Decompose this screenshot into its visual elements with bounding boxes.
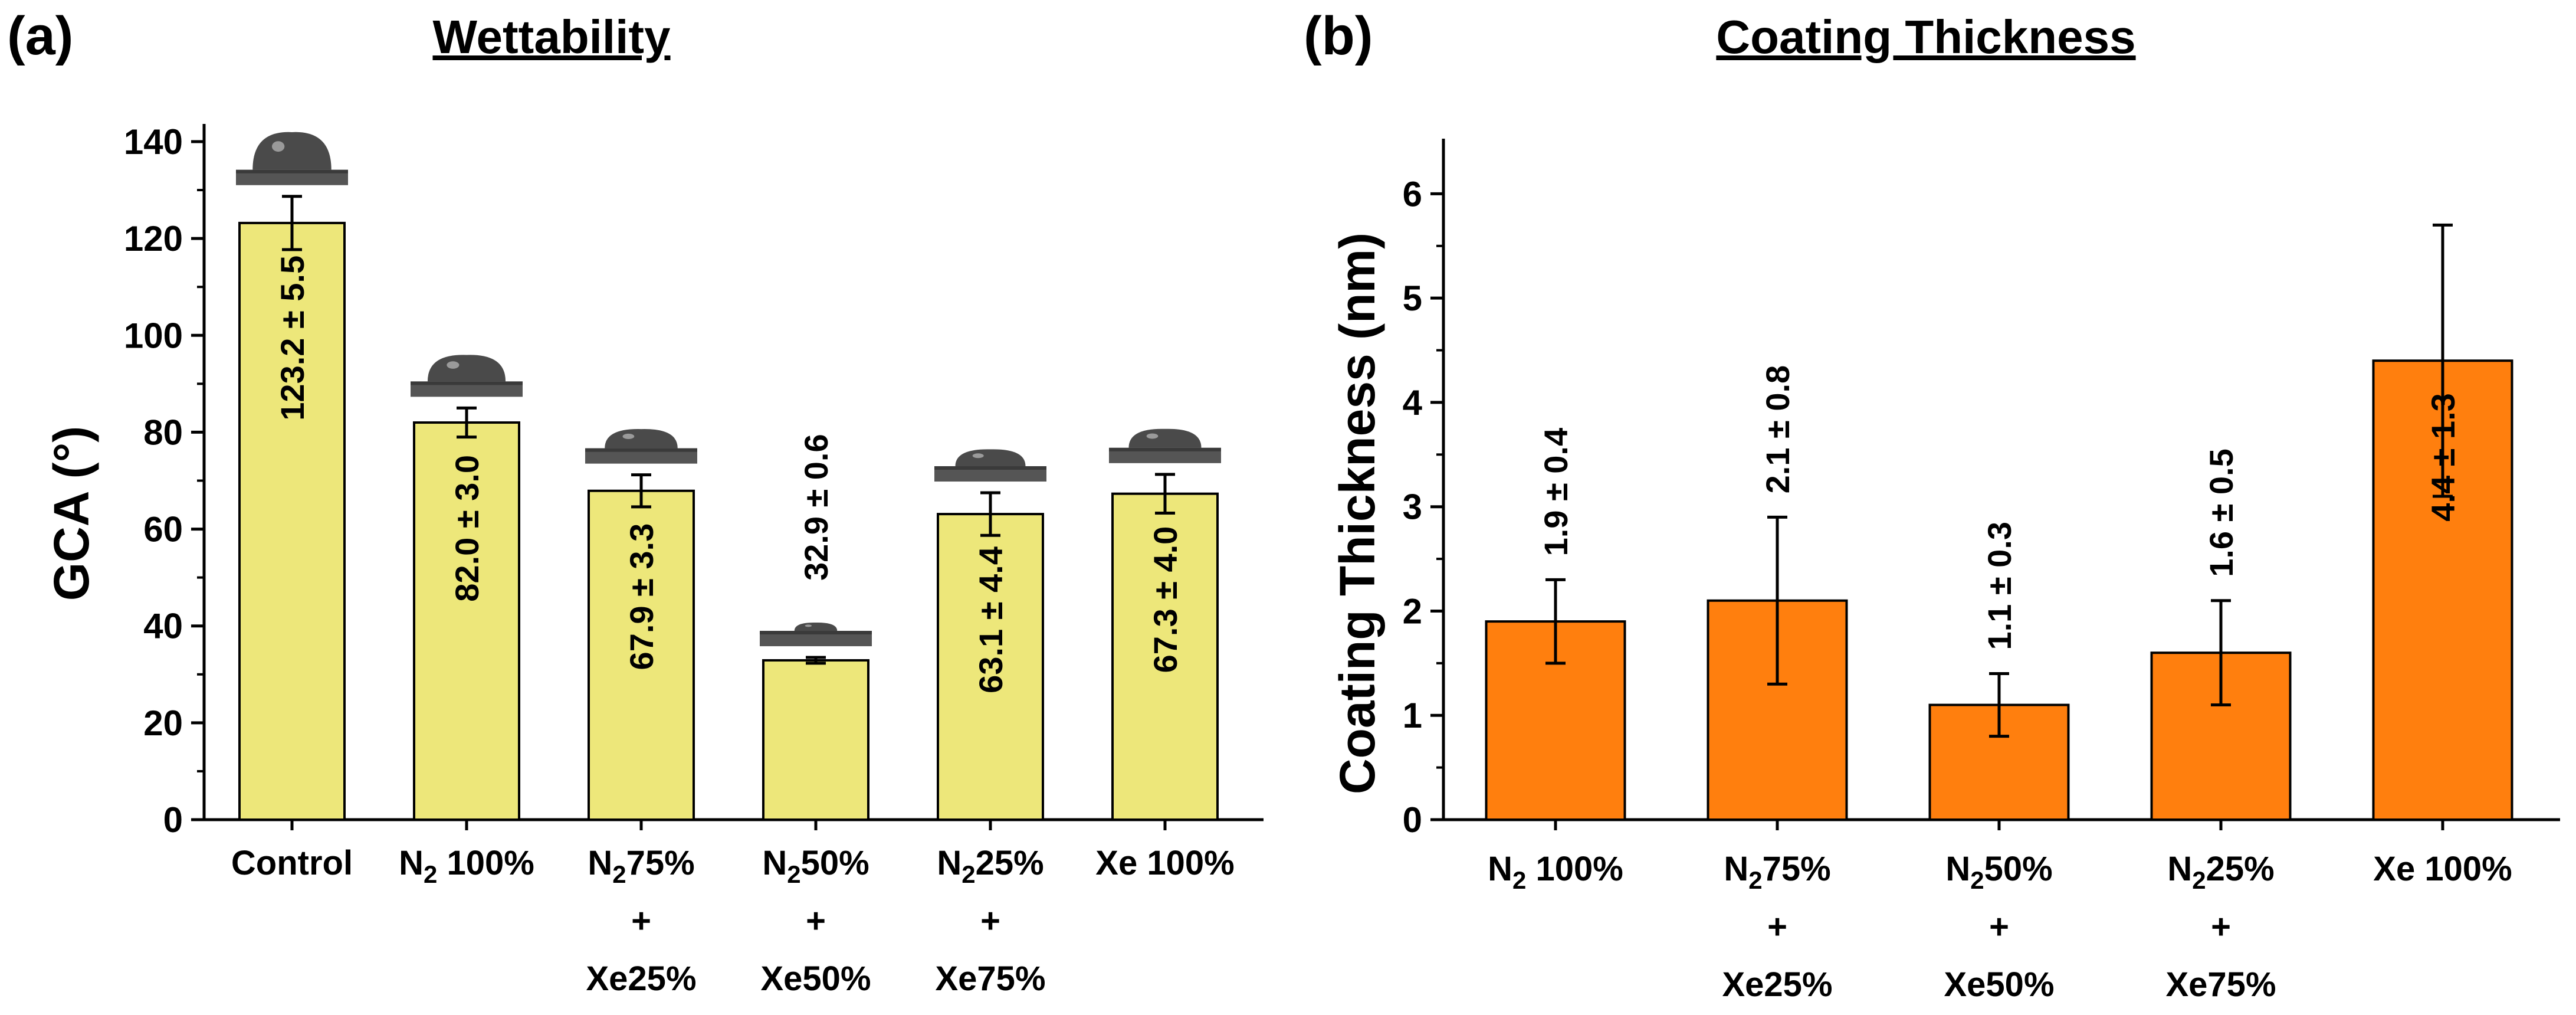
data-label: 1.1 ± 0.3	[1981, 522, 2018, 650]
svg-text:Xe25%: Xe25%	[1722, 965, 1832, 1004]
y-tick-label: 80	[143, 412, 183, 452]
error-bar	[1989, 672, 2009, 738]
bar	[937, 513, 1044, 821]
svg-text:Control: Control	[231, 844, 353, 882]
data-label: 82.0 ± 3.0	[448, 455, 485, 602]
svg-text:N250%: N250%	[1945, 850, 2052, 894]
category-label: N225% + Xe75%	[935, 844, 1045, 998]
y-tick-label: 1	[1403, 696, 1422, 735]
category-label: N2 100%	[399, 844, 534, 888]
y-axis-title-a: GCA (°)	[44, 426, 99, 601]
bar	[762, 659, 869, 821]
svg-text:N225%: N225%	[937, 844, 1043, 888]
svg-text:+: +	[806, 902, 826, 940]
y-tick-label: 60	[143, 510, 183, 549]
bar	[588, 489, 695, 821]
y-tick-label: 3	[1403, 487, 1422, 527]
error-bar	[457, 406, 477, 439]
category-label: Xe 100%	[2373, 850, 2512, 888]
category-label: N250% + Xe50%	[760, 844, 871, 998]
plot-area-b: 0 1 2 3 4 5 6 1.9 ± 0.4 N2 100% 2.1 ± 0.8 N275% + Xe…	[1403, 139, 2560, 1004]
error-bar	[980, 491, 1000, 537]
data-label: 4.4 ± 1.3	[2424, 393, 2462, 522]
category-label: N275% + Xe25%	[586, 844, 696, 998]
y-tick-label: 0	[1403, 800, 1422, 840]
svg-text:+: +	[980, 902, 1000, 940]
plot-area-a: 0 20 40 60 80 100 120 140 123.2 ± 5.5 Control 82.0…	[124, 122, 1264, 998]
svg-text:+: +	[1989, 908, 2009, 946]
svg-text:Xe75%: Xe75%	[2165, 965, 2276, 1004]
error-bar	[1545, 578, 1566, 665]
error-bar	[806, 656, 826, 665]
error-bar	[631, 473, 651, 509]
data-label: 2.1 ± 0.8	[1759, 365, 1796, 494]
droplet-icon	[760, 623, 872, 647]
data-label: 67.9 ± 3.3	[623, 523, 660, 670]
svg-text:Xe25%: Xe25%	[586, 960, 696, 998]
svg-text:N275%: N275%	[1724, 850, 1830, 894]
y-tick-label: 100	[124, 316, 183, 355]
droplet-icon	[236, 132, 348, 185]
chart-title-a: Wettability	[432, 11, 671, 63]
error-bar	[282, 195, 302, 251]
droplet-icon	[1109, 428, 1221, 463]
error-bar	[2211, 599, 2231, 707]
wettability-chart: (a) Wettability GCA (°) 0 20 40 60 80 100 120 1…	[7, 6, 1264, 998]
coating-thickness-chart: (b) Coating Thickness Coating Thickness …	[1304, 6, 2560, 1004]
svg-text:N2 100%: N2 100%	[399, 844, 534, 888]
y-tick-label: 4	[1403, 383, 1423, 423]
chart-title-b: Coating Thickness	[1716, 11, 2135, 63]
data-label: 32.9 ± 0.6	[798, 434, 835, 581]
panel-label-b: (b)	[1304, 6, 1373, 66]
droplet-icon	[934, 449, 1046, 482]
svg-text:+: +	[1767, 908, 1787, 946]
svg-text:N2 100%: N2 100%	[1488, 850, 1623, 894]
category-label: N225% + Xe75%	[2165, 850, 2276, 1004]
y-tick-label: 0	[163, 800, 183, 840]
category-label: Control	[231, 844, 353, 882]
svg-text:N275%: N275%	[588, 844, 694, 888]
y-tick-label: 6	[1403, 174, 1422, 214]
category-label: Xe 100%	[1095, 844, 1234, 882]
data-label: 1.6 ± 0.5	[2203, 448, 2240, 577]
y-tick-label: 20	[143, 703, 183, 743]
data-label: 63.1 ± 4.4	[972, 546, 1009, 693]
svg-text:+: +	[631, 902, 651, 940]
svg-text:+: +	[2211, 908, 2231, 946]
category-label: N275% + Xe25%	[1722, 850, 1832, 1004]
svg-text:Xe50%: Xe50%	[760, 960, 871, 998]
y-tick-label: 140	[124, 122, 183, 162]
y-tick-label: 2	[1403, 591, 1422, 631]
y-tick-label: 40	[143, 607, 183, 646]
y-tick-label: 120	[124, 219, 183, 258]
svg-text:N225%: N225%	[2167, 850, 2274, 894]
droplet-icon	[585, 429, 697, 464]
bar	[238, 221, 346, 821]
panel-label-a: (a)	[7, 6, 73, 66]
svg-text:Xe50%: Xe50%	[1944, 965, 2054, 1004]
error-bar	[2433, 223, 2453, 498]
data-label: 1.9 ± 0.4	[1537, 428, 1574, 556]
y-tick-label: 5	[1403, 279, 1422, 318]
svg-text:N250%: N250%	[762, 844, 869, 888]
droplet-icon	[411, 355, 523, 397]
svg-text:Xe 100%: Xe 100%	[2373, 850, 2512, 888]
svg-text:Xe75%: Xe75%	[935, 960, 1045, 998]
category-label: N2 100%	[1488, 850, 1623, 894]
bar	[413, 421, 520, 821]
data-label: 123.2 ± 5.5	[274, 256, 311, 421]
category-label: N250% + Xe50%	[1944, 850, 2054, 1004]
y-axis-title-b: Coating Thickness (nm)	[1330, 233, 1385, 794]
error-bar	[1155, 473, 1175, 515]
svg-text:Xe 100%: Xe 100%	[1095, 844, 1234, 882]
error-bar	[1767, 515, 1787, 686]
bar	[1111, 492, 1219, 821]
data-label: 67.3 ± 4.0	[1147, 526, 1184, 673]
